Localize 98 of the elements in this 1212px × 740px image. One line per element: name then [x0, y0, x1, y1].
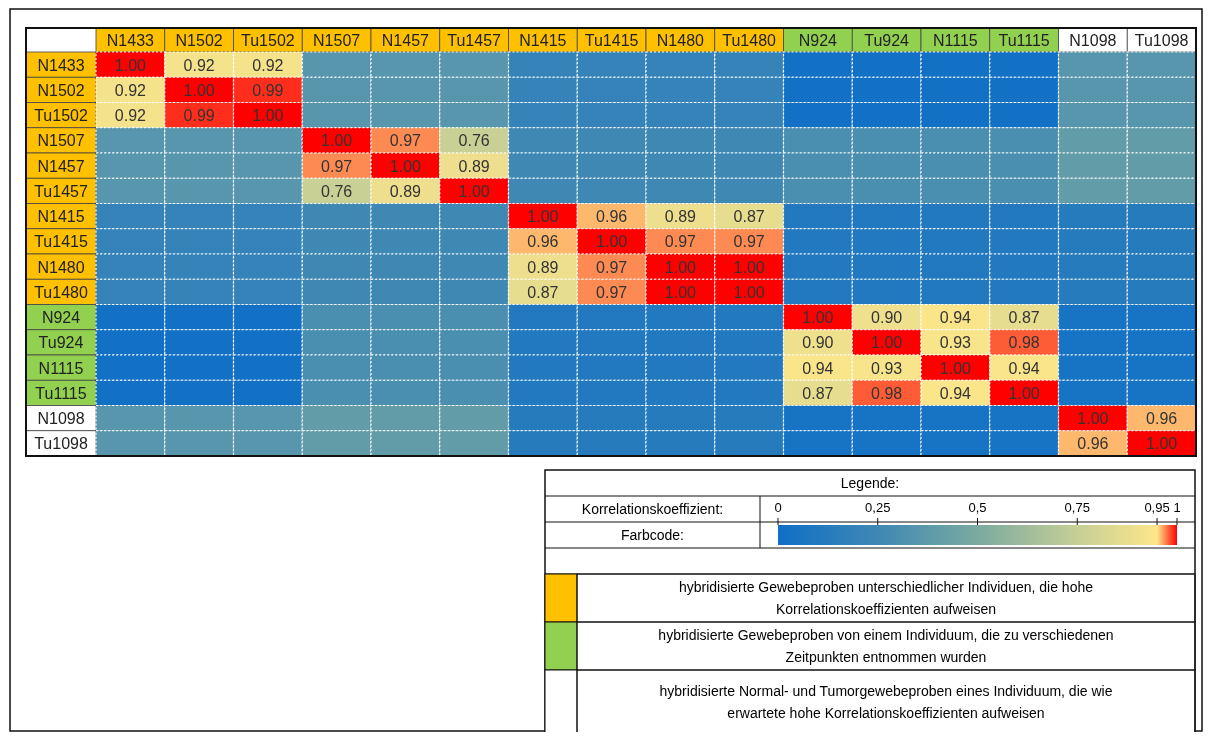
data-label: 0.97 [664, 233, 697, 251]
y-tick-label: N1433 [37, 56, 85, 74]
x-tick-label: Tu1480 [722, 32, 777, 49]
data-label: 0.76 [458, 132, 490, 150]
data-label: 0.98 [1008, 334, 1040, 352]
data-label: 1.00 [1008, 384, 1040, 402]
data-label: 0.93 [939, 334, 972, 352]
y-tick-label: N924 [41, 309, 81, 327]
data-label: 0.89 [527, 258, 559, 276]
data-label: 0.89 [458, 157, 490, 175]
data-label: 0.97 [389, 132, 422, 150]
y-tick-label: Tu1457 [34, 182, 88, 200]
y-tick-label: N1507 [37, 132, 85, 150]
data-label: 1.00 [252, 107, 284, 125]
y-tick-label: Tu1502 [34, 107, 88, 125]
x-tick-label: Tu1415 [584, 32, 639, 49]
y-tick-label: Tu1415 [34, 233, 88, 251]
data-label: 1.00 [664, 283, 697, 301]
data-label: 0.97 [733, 233, 765, 251]
data-label: 0.89 [664, 208, 697, 226]
data-label: 1.00 [802, 309, 834, 327]
color-bar-label: 0,75 [1064, 500, 1090, 515]
data-label: 1.00 [389, 157, 422, 175]
x-tick-label: N1433 [106, 32, 155, 49]
x-tick-label: N924 [798, 32, 838, 49]
x-tick-label: Tu1502 [241, 32, 295, 49]
data-label: 1.00 [527, 208, 559, 226]
data-label: 0.90 [802, 334, 834, 352]
x-tick-label: N1098 [1069, 32, 1117, 49]
data-label: 1.00 [939, 359, 972, 377]
y-tick-label: N1098 [37, 410, 85, 428]
text: hybridisierte Gewebeproben von einem Individuum, die zu verschiedenen Zeitpunkten entnommen wurden [658, 627, 1114, 665]
x-tick-label: Tu924 [864, 32, 910, 49]
data-label: 0.97 [596, 258, 628, 276]
color-bar-title: Korrelationskoeffizient: [581, 501, 724, 517]
y-tick-label: N1457 [37, 157, 85, 175]
data-label: 1.00 [1077, 410, 1109, 428]
x-tick-label: N1115 [932, 32, 978, 49]
data-label: 0.94 [802, 359, 834, 377]
text: hybridisierte Gewebeproben unterschiedlicher Individuen, die hohe Korrelationskoeffizienten aufweisen [678, 579, 1094, 617]
y-tick-label: N1502 [37, 81, 85, 99]
data-label: 0.98 [871, 384, 903, 402]
data-label: 1.00 [733, 258, 765, 276]
text: Farbcode: [620, 527, 685, 543]
data-label: 0.96 [1146, 410, 1178, 428]
data-label: 0.76 [321, 182, 353, 200]
data-label: 0.96 [596, 208, 628, 226]
data-label: 0.87 [802, 384, 834, 402]
data-label: 0.96 [527, 233, 559, 251]
color-bar-label: 0 [774, 500, 782, 515]
data-label: 1.00 [183, 81, 215, 99]
data-label: 1.00 [871, 334, 903, 352]
data-label: 0.89 [389, 182, 422, 200]
x-tick-label: N1457 [381, 32, 430, 49]
data-label: 0.97 [596, 283, 628, 301]
x-tick-label: Tu1115 [998, 32, 1050, 49]
data-label: 1.00 [458, 182, 490, 200]
data-label: 0.99 [252, 81, 284, 99]
data-label: 0.87 [733, 208, 765, 226]
data-label: 0.90 [871, 309, 903, 327]
x-tick-label: N1415 [519, 32, 567, 49]
data-label: 1.00 [664, 258, 697, 276]
data-label: 0.97 [321, 157, 353, 175]
y-tick-label: Tu1480 [34, 283, 88, 301]
x-tick-label: N1480 [656, 32, 705, 49]
color-bar-label: 1 [1173, 500, 1181, 515]
data-label: 1.00 [596, 233, 628, 251]
data-label: 0.94 [939, 384, 972, 402]
y-tick-label: Tu1098 [34, 435, 88, 453]
data-label: 0.94 [1008, 359, 1040, 377]
text: hybridisierte Normal- und Tumorgewebeproben eines Individuum, die wie erwartete hohe Korrelationskoeffizienten aufweisen [659, 682, 1113, 721]
color-bar-label: 0,95 [1144, 500, 1170, 515]
data-label: 0.96 [1077, 435, 1109, 453]
y-tick-label: N1415 [37, 208, 85, 226]
data-label: 0.92 [114, 81, 147, 99]
color-bar-label: 0,25 [865, 500, 891, 515]
data-label: 0.92 [114, 107, 147, 125]
data-label: 0.99 [183, 107, 215, 125]
x-tick-label: N1502 [175, 32, 223, 49]
data-label: 0.94 [939, 309, 972, 327]
y-tick-label: N1115 [38, 359, 84, 377]
data-label: 1.00 [733, 283, 765, 301]
data-label: 0.93 [871, 359, 903, 377]
data-label: 1.00 [321, 132, 353, 150]
x-tick-label: N1507 [313, 32, 361, 49]
data-label: 0.87 [1008, 309, 1040, 327]
y-tick-label: Tu1115 [35, 384, 87, 402]
y-tick-label: N1480 [37, 258, 85, 276]
data-label: 1.00 [1146, 435, 1178, 453]
x-tick-label: Tu1457 [447, 32, 502, 49]
x-tick-label: Tu1098 [1134, 32, 1189, 49]
y-tick-label: Tu924 [38, 334, 84, 352]
color-bar-label: 0,5 [968, 500, 987, 515]
data-label: 0.87 [527, 283, 559, 301]
data-label: 0.92 [183, 56, 215, 74]
data-label: 1.00 [114, 56, 147, 74]
data-label: 0.92 [252, 56, 284, 74]
legend-title: Legende: [840, 475, 900, 491]
